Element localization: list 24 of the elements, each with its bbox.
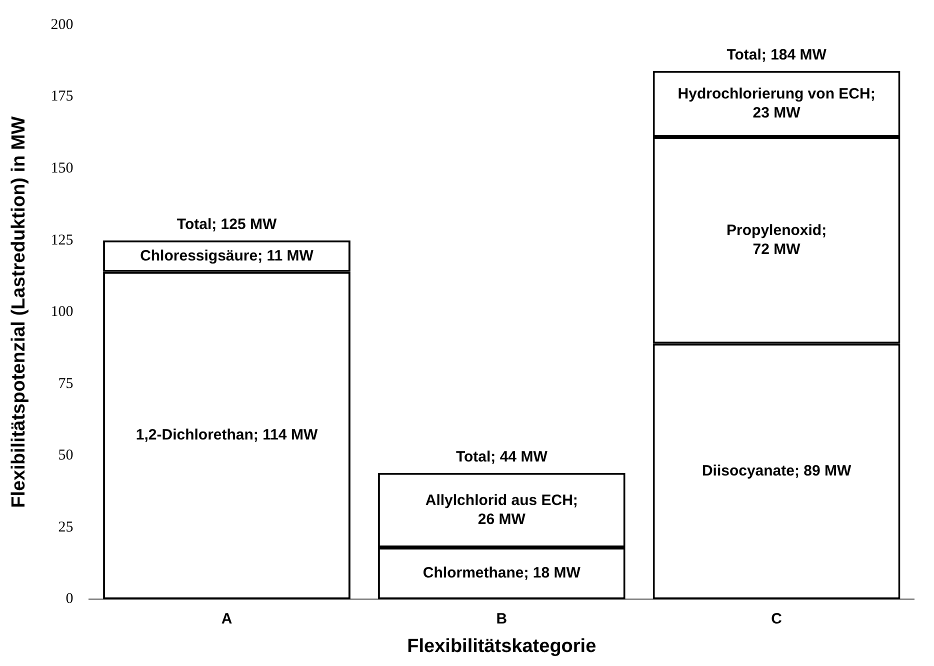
y-tick-label: 25 [58, 519, 74, 536]
y-tick-label: 75 [58, 376, 74, 392]
y-tick-label: 125 [50, 232, 74, 248]
total-label: Total; 184 MW [726, 46, 828, 64]
data-label: Chlormethane; 18 MW [422, 564, 582, 582]
y-tick-label: 175 [50, 88, 74, 105]
data-label: Hydrochlorierung von ECH; 23 MW [678, 86, 876, 122]
x-tick-label: B [496, 610, 508, 628]
y-tick-label: 100 [50, 304, 74, 320]
y-tick-label: 0 [66, 591, 74, 608]
data-label: Allylchlorid aus ECH; 26 MW [425, 492, 578, 528]
total-label: Total; 44 MW [456, 448, 548, 466]
total-label: Total; 125 MW [176, 216, 278, 233]
x-axis-title: Flexibilitätskategorie [407, 636, 596, 657]
data-label: 1,2-Dichlorethan; 114 MW [136, 426, 318, 444]
y-tick-label: 150 [50, 160, 74, 176]
y-tick-label: 50 [58, 448, 74, 464]
x-tick-label: C [771, 610, 782, 628]
y-axis-title: Flexibilitätspotenzial (Lastreduktion) in MW [8, 116, 30, 508]
data-label: Propylenoxid; 72 MW [726, 222, 827, 258]
x-tick-label: A [221, 610, 232, 628]
y-tick-label: 200 [50, 16, 74, 33]
data-label: Chloressigsäure; 11 MW [140, 247, 314, 264]
data-label: Diisocyanate; 89 MW [702, 462, 852, 480]
